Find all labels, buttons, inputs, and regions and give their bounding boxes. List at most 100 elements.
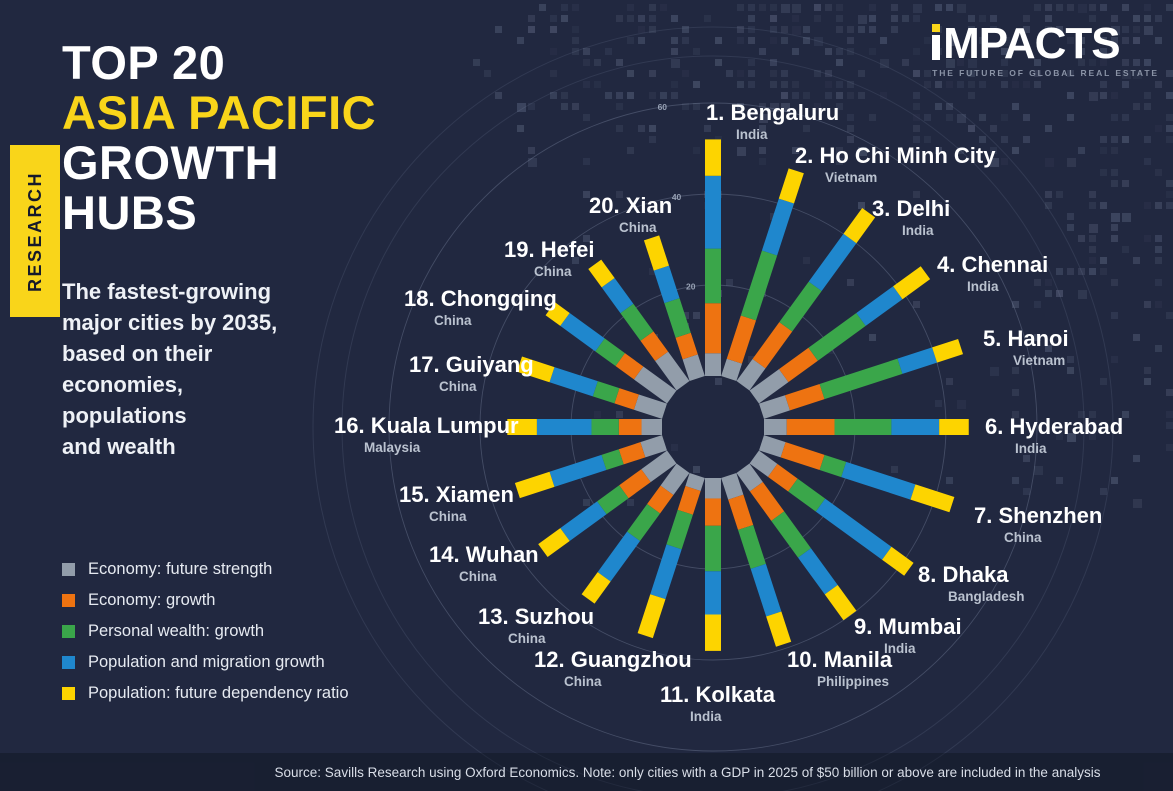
segment-economy_growth: [705, 303, 721, 354]
segment-economy_future_strength: [705, 353, 721, 376]
segment-population_dependency_ratio: [843, 208, 876, 244]
legend-label-economy_future_strength: Economy: future strength: [88, 560, 273, 578]
ring-tick-label-40: 40: [672, 192, 682, 202]
segment-population_migration_growth: [536, 419, 592, 435]
ring-tick-label-20: 20: [686, 282, 696, 292]
segment-economy_future_strength: [721, 473, 744, 500]
segment-population_dependency_ratio: [778, 168, 804, 204]
segment-personal_wealth_growth: [738, 524, 766, 569]
segment-economy_future_strength: [633, 366, 677, 404]
segment-economy_future_strength: [660, 463, 690, 496]
segment-population_dependency_ratio: [588, 259, 615, 288]
city-bar-mumbai: [736, 463, 857, 621]
segment-population_dependency_ratio: [939, 419, 969, 435]
city-bar-bengaluru: [705, 139, 721, 376]
segment-population_dependency_ratio: [545, 302, 570, 326]
segment-personal_wealth_growth: [808, 312, 866, 361]
segment-population_dependency_ratio: [766, 611, 792, 647]
segment-personal_wealth_growth: [779, 281, 822, 332]
title-line-1: TOP 20: [62, 36, 226, 89]
legend-item-population_dependency_ratio: Population: future dependency ratio: [62, 678, 349, 709]
segment-economy_future_strength: [759, 435, 786, 458]
research-side-tab-label: RESEARCH: [24, 170, 45, 292]
city-bar-guiyang: [517, 356, 667, 419]
legend-label-population_dependency_ratio: Population: future dependency ratio: [88, 684, 349, 702]
title-line-2: ASIA PACIFIC: [62, 86, 377, 139]
segment-economy_growth: [675, 332, 698, 360]
city-bar-kuala-lumpur: [507, 419, 662, 435]
source-strip: Source: Savills Research using Oxford Ec…: [0, 753, 1173, 791]
segment-personal_wealth_growth: [705, 248, 721, 304]
segment-economy_growth: [784, 383, 825, 411]
segment-economy_future_strength: [759, 395, 790, 419]
segment-economy_future_strength: [736, 463, 763, 492]
segment-personal_wealth_growth: [620, 303, 654, 341]
impacts-logo-text: MPACTS: [943, 19, 1121, 68]
legend-swatch-population_migration_growth: [62, 656, 75, 669]
segment-population_migration_growth: [653, 265, 680, 304]
subtitle: The fastest-growing major cities by 2035,…: [62, 276, 277, 462]
segment-personal_wealth_growth: [597, 485, 629, 515]
city-bar-chennai: [749, 266, 931, 404]
city-bar-ho-chi-minh-city: [721, 168, 804, 381]
impacts-logo-i-glyph: [932, 24, 941, 60]
segment-personal_wealth_growth: [705, 525, 721, 572]
segment-economy_future_strength: [682, 354, 705, 381]
segment-economy_future_strength: [749, 450, 778, 477]
segment-economy_future_strength: [736, 358, 766, 391]
segment-population_dependency_ratio: [581, 572, 611, 604]
segment-population_migration_growth: [856, 286, 903, 326]
segment-economy_future_strength: [749, 369, 789, 404]
ring-60: [388, 102, 1038, 752]
city-bar-suzhou: [581, 463, 690, 604]
segment-economy_future_strength: [641, 450, 677, 483]
segment-population_migration_growth: [549, 367, 598, 397]
segment-personal_wealth_growth: [771, 511, 811, 558]
segment-population_dependency_ratio: [637, 594, 666, 639]
segment-economy_future_strength: [721, 358, 742, 381]
city-bar-kolkata: [705, 478, 721, 651]
segment-personal_wealth_growth: [595, 338, 625, 367]
subtitle-line-1: The fastest-growing: [62, 279, 272, 304]
segment-economy_growth: [705, 498, 721, 526]
city-bar-wuhan: [538, 450, 677, 558]
impacts-logo-i-stem: [932, 35, 941, 60]
legend-swatch-population_dependency_ratio: [62, 687, 75, 700]
segment-personal_wealth_growth: [740, 250, 778, 321]
ring-tick-label-60: 60: [658, 102, 668, 112]
segment-personal_wealth_growth: [601, 449, 624, 471]
city-bar-manila: [721, 473, 792, 647]
legend-swatch-economy_growth: [62, 594, 75, 607]
subtitle-line-2: major cities by 2035,: [62, 310, 278, 335]
segment-population_migration_growth: [597, 531, 641, 582]
segment-population_migration_growth: [897, 347, 938, 374]
segment-personal_wealth_growth: [627, 504, 661, 542]
segment-personal_wealth_growth: [666, 509, 693, 550]
segment-population_migration_growth: [750, 563, 782, 617]
segment-personal_wealth_growth: [664, 298, 691, 338]
segment-population_dependency_ratio: [893, 266, 931, 300]
impacts-logo: MPACTS THE FUTURE OF GLOBAL REAL ESTATE: [932, 19, 1159, 78]
segment-economy_growth: [677, 486, 701, 515]
segment-population_migration_growth: [549, 454, 607, 487]
segment-population_migration_growth: [798, 548, 838, 595]
page-title: TOP 20 ASIA PACIFIC GROWTH HUBS: [62, 38, 376, 238]
segment-economy_future_strength: [633, 394, 667, 419]
segment-population_dependency_ratio: [643, 235, 669, 271]
segment-economy_growth: [614, 388, 639, 410]
segment-population_migration_growth: [705, 571, 721, 615]
segment-economy_future_strength: [640, 435, 667, 458]
segment-population_dependency_ratio: [538, 528, 570, 558]
legend-swatch-personal_wealth_growth: [62, 625, 75, 638]
legend-item-economy_growth: Economy: growth: [62, 585, 349, 616]
segment-economy_growth: [640, 331, 669, 361]
legend-item-population_migration_growth: Population and migration growth: [62, 647, 349, 678]
city-bar-xiamen: [514, 435, 667, 499]
segment-population_dependency_ratio: [514, 471, 555, 499]
segment-economy_growth: [618, 419, 642, 435]
segment-population_dependency_ratio: [517, 356, 555, 383]
legend-label-population_migration_growth: Population and migration growth: [88, 653, 325, 671]
segment-population_migration_growth: [601, 277, 634, 314]
